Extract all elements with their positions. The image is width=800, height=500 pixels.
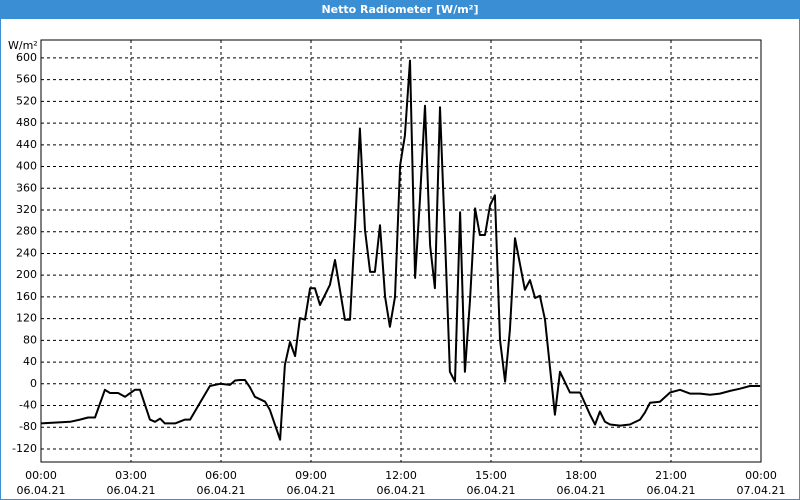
y-tick-label: 160 [16,290,37,303]
x-tick-label: 15:00 [475,469,507,482]
x-tick-date: 06.04.21 [197,484,246,497]
y-tick-label: 80 [23,333,37,346]
y-tick-label: -40 [19,399,37,412]
title-bar [0,0,800,19]
x-tick-date: 06.04.21 [647,484,696,497]
x-tick-label: 21:00 [655,469,687,482]
y-tick-label: 280 [16,225,37,238]
y-tick-label: 320 [16,203,37,216]
y-tick-label: 240 [16,246,37,259]
y-tick-label: 440 [16,138,37,151]
x-tick-label: 00:00 [745,469,777,482]
x-tick-date: 06.04.21 [17,484,66,497]
y-tick-label: 0 [30,377,37,390]
y-tick-label: 400 [16,160,37,173]
y-axis-label: W/m² [8,39,38,52]
data-line [40,59,761,441]
y-tick-label: 600 [16,51,37,64]
y-tick-label: 120 [16,312,37,325]
y-tick-label: 480 [16,116,37,129]
x-tick-label: 18:00 [565,469,597,482]
x-tick-date: 06.04.21 [377,484,426,497]
y-tick-label: 520 [16,94,37,107]
x-tick-date: 07.04.21 [737,484,786,497]
x-tick-label: 06:00 [205,469,237,482]
y-tick-label: 200 [16,268,37,281]
x-tick-label: 09:00 [295,469,327,482]
x-tick-label: 00:00 [25,469,57,482]
x-tick-date: 06.04.21 [107,484,156,497]
chart-title: Netto Radiometer [W/m²] [321,3,478,16]
y-tick-label: -120 [12,442,37,455]
y-tick-label: 560 [16,73,37,86]
y-tick-label: -80 [19,420,37,433]
x-tick-label: 12:00 [385,469,417,482]
y-tick-label: 360 [16,181,37,194]
x-tick-label: 03:00 [115,469,147,482]
y-tick-label: 40 [23,355,37,368]
x-tick-date: 06.04.21 [467,484,516,497]
x-tick-date: 06.04.21 [557,484,606,497]
x-tick-date: 06.04.21 [287,484,336,497]
